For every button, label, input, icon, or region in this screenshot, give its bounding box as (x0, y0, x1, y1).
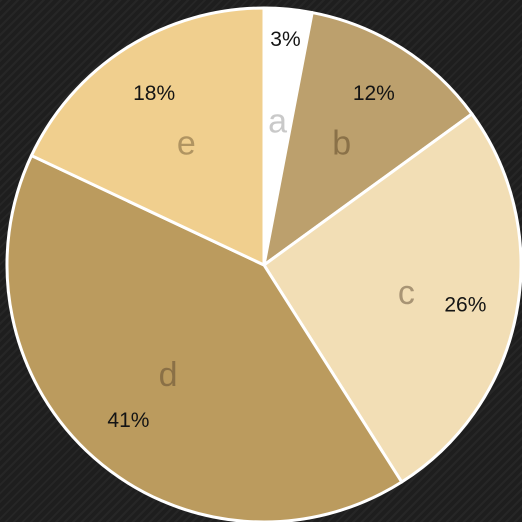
slice-value-label-e: 18% (133, 82, 175, 105)
pie-slices (5, 6, 522, 522)
pie-slice-c (262, 112, 522, 484)
pie-slice-b (262, 11, 474, 267)
pie-labels: a 3% b12% c 26% d 41% e18% (107, 28, 486, 432)
slice-name-d: d (159, 356, 178, 394)
slice-value-label-a: 3% (270, 28, 300, 51)
slice-value-label-c: 26% (444, 293, 486, 316)
pie-slice-d (5, 154, 404, 522)
slice-name-b: b (332, 125, 351, 163)
slice-name-e: e (177, 125, 196, 163)
slice-value-label-d: 41% (107, 409, 149, 432)
slice-name-a: a (268, 103, 287, 141)
pie-slice-e (29, 6, 266, 267)
slice-name-c: c (398, 274, 415, 312)
slice-value-label-b: 12% (353, 82, 395, 105)
